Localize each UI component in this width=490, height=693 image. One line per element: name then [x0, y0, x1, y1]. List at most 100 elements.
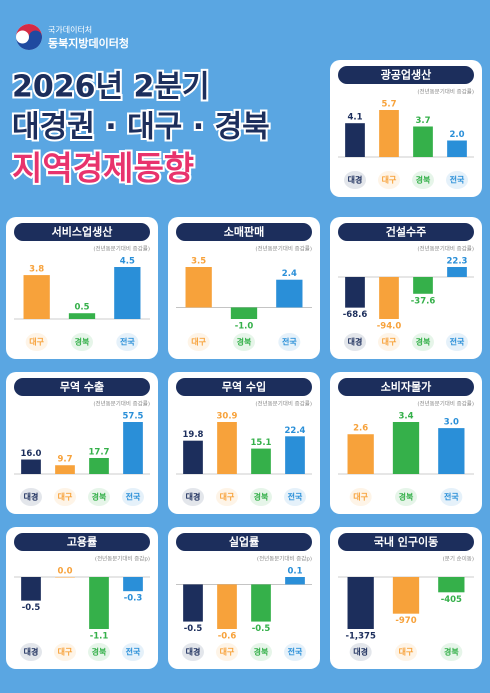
- value-label: 9.7: [57, 455, 72, 465]
- panel-tab: [338, 223, 474, 241]
- panel-tab: [176, 378, 312, 396]
- map-shape: [122, 488, 144, 506]
- category-label: 대구: [220, 492, 235, 502]
- value-label: 4.5: [120, 257, 135, 267]
- bar: [217, 422, 237, 474]
- map-shape: [378, 333, 400, 351]
- map-shape: [187, 333, 210, 351]
- panel-card: [330, 60, 482, 197]
- bar: [89, 457, 109, 474]
- category-label: 전국: [444, 492, 459, 502]
- map-shape: [284, 488, 306, 506]
- map-shape: [440, 488, 463, 506]
- category-label: 경북: [92, 492, 107, 502]
- bar: [447, 140, 467, 157]
- value-label: 0.0: [57, 567, 72, 577]
- bar: [413, 126, 433, 157]
- panel-card: [6, 527, 158, 669]
- value-label: 2.4: [282, 269, 297, 279]
- panel-tab: [176, 223, 312, 241]
- map-shape: [412, 171, 434, 189]
- panel: 무역 수출 (전년동분기대비 증감률) 16.0 대경 9.7 대구 17.7 경북 57.5 전…: [6, 372, 158, 514]
- category-label: 대경: [24, 492, 39, 502]
- value-label: 22.4: [285, 426, 306, 436]
- category-label: 대경: [186, 492, 201, 502]
- panel-title: 건설수주: [386, 225, 426, 239]
- map-shape: [395, 488, 417, 506]
- category-label: 대경: [24, 647, 39, 657]
- category-label: 대구: [220, 647, 235, 657]
- panel-title: 무역 수출: [60, 380, 104, 394]
- map-shape: [216, 643, 238, 661]
- map-shape: [71, 333, 93, 351]
- panel-subtitle: (전년동분기대비 증감p): [257, 555, 312, 563]
- map-shape: [378, 171, 400, 189]
- bar: [438, 428, 465, 474]
- panel-title: 소비자물가: [381, 380, 432, 394]
- value-label: 22.3: [447, 257, 468, 267]
- value-label: -1.0: [235, 322, 254, 332]
- bar: [379, 110, 399, 157]
- value-label: -1,375: [345, 632, 375, 642]
- office-name: 동북지방데이터청: [48, 36, 129, 50]
- bar: [251, 584, 271, 622]
- map-shape: [344, 333, 366, 351]
- panel-tab: [14, 533, 150, 551]
- bar: [438, 577, 465, 593]
- category-label: 대구: [399, 647, 414, 657]
- panel-card: [168, 217, 320, 359]
- panel-tab: [338, 66, 474, 84]
- panel-card: [330, 217, 482, 359]
- category-label: 대구: [58, 492, 73, 502]
- value-label: 16.0: [21, 449, 42, 459]
- map-shape: [395, 643, 417, 661]
- value-label: 2.6: [353, 424, 368, 434]
- bar: [251, 448, 271, 474]
- bar: [21, 459, 41, 474]
- value-label: 5.7: [381, 100, 396, 110]
- bar: [230, 307, 258, 319]
- category-label: 전국: [120, 337, 135, 347]
- title-line: 2026년 2분기: [12, 70, 210, 105]
- panel-subtitle: (전년동분기대비 증감률): [255, 400, 312, 408]
- bar: [68, 313, 96, 319]
- map-shape: [122, 643, 144, 661]
- panel-subtitle: (전년동분기대비 증감률): [93, 245, 150, 253]
- map-shape: [20, 643, 42, 661]
- bar: [413, 276, 433, 294]
- panel-title: 소매판매: [224, 225, 264, 239]
- category-label: 경북: [237, 337, 252, 347]
- map-shape: [446, 333, 468, 351]
- category-label: 경북: [254, 647, 269, 657]
- bar: [183, 440, 203, 474]
- category-label: 대경: [186, 647, 201, 657]
- category-label: 경북: [254, 492, 269, 502]
- category-label: 경북: [416, 337, 431, 347]
- panel-subtitle: (전년동분기대비 증감p): [95, 555, 150, 563]
- bar: [89, 577, 109, 629]
- category-label: 경북: [75, 337, 90, 347]
- value-label: -0.5: [252, 624, 271, 634]
- panel-tab: [14, 223, 150, 241]
- bar: [392, 422, 420, 474]
- bar: [217, 584, 237, 629]
- value-label: -0.5: [184, 624, 203, 634]
- title-line: 대경권 · 대구 · 경북: [12, 110, 270, 145]
- category-label: 대구: [382, 337, 397, 347]
- bar: [285, 577, 305, 585]
- value-label: 0.5: [74, 303, 89, 313]
- bar: [276, 279, 303, 308]
- logo-blue: [16, 30, 42, 50]
- panel-tab: [14, 378, 150, 396]
- category-label: 전국: [450, 337, 465, 347]
- bar: [123, 422, 143, 474]
- panel-title: 서비스업생산: [52, 225, 113, 239]
- map-shape: [412, 333, 434, 351]
- panel-tab: [338, 533, 474, 551]
- map-shape: [88, 643, 110, 661]
- map-shape: [344, 171, 366, 189]
- panel: 서비스업생산 (전년동분기대비 증감률) 3.8 대구 0.5 경북 4.5 전국: [6, 217, 158, 359]
- map-shape: [182, 643, 204, 661]
- category-label: 경북: [399, 492, 414, 502]
- panel-subtitle: (전년동분기대비 증감률): [417, 400, 474, 408]
